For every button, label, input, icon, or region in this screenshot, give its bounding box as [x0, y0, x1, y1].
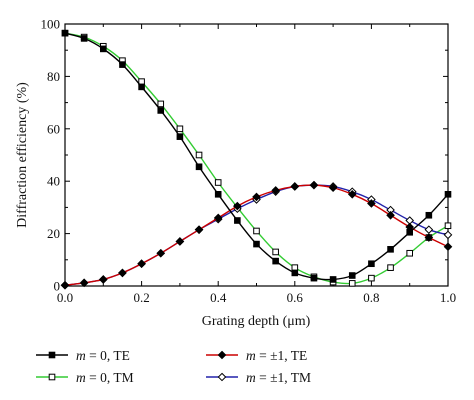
data-point — [443, 230, 453, 240]
legend-item: m = 0, TM — [36, 370, 134, 385]
data-point — [157, 107, 165, 114]
data-point — [195, 163, 203, 171]
series-m-1-te — [60, 180, 453, 290]
data-point — [348, 280, 356, 287]
data-point — [347, 189, 357, 199]
x-tick-label: 0.6 — [287, 290, 304, 305]
data-point — [443, 242, 453, 252]
legend-marker — [217, 350, 227, 360]
data-point — [214, 191, 222, 198]
data-point — [406, 228, 413, 236]
y-tick-label: 100 — [41, 17, 61, 32]
data-point — [328, 183, 338, 193]
data-point — [213, 213, 223, 223]
data-point — [387, 246, 394, 253]
data-point — [234, 217, 241, 224]
x-tick-label: 0.2 — [133, 290, 149, 305]
x-axis-label: Grating depth (μm) — [202, 314, 311, 329]
data-point — [329, 276, 337, 283]
data-point — [60, 280, 70, 290]
data-point — [137, 259, 146, 269]
data-point — [157, 100, 165, 108]
legend-item: m = ±1, TM — [206, 370, 311, 385]
legend-marker — [48, 373, 56, 381]
data-point — [386, 210, 395, 220]
data-point — [61, 29, 69, 37]
plot-area: 0.0 0.2 0.4 0.6 0.8 1.0 0 20 40 60 80 100 — [41, 17, 457, 306]
x-tick-label: 0.0 — [57, 290, 73, 305]
x-tick-label: 0.8 — [363, 290, 379, 305]
y-tick-label: 20 — [47, 226, 60, 241]
legend-label: m = ±1, TM — [246, 370, 311, 385]
y-tick-label: 40 — [47, 174, 60, 189]
data-point — [406, 249, 413, 257]
series-layer — [60, 29, 453, 290]
data-point — [368, 274, 375, 282]
data-point — [175, 237, 185, 246]
data-point — [176, 125, 184, 133]
x-tick-label: 0.4 — [210, 290, 227, 305]
data-point — [138, 83, 145, 91]
data-point — [424, 225, 434, 234]
axis-ticks: 0.0 0.2 0.4 0.6 0.8 1.0 0 20 40 60 80 100 — [41, 17, 457, 306]
data-point — [291, 269, 299, 277]
data-point — [290, 182, 300, 191]
y-tick-label: 0 — [54, 279, 61, 294]
data-point — [80, 35, 88, 42]
data-point — [98, 275, 108, 284]
legend-item: m = 0, TE — [36, 348, 130, 363]
series-m-0-te — [61, 29, 452, 283]
legend-item: m = ±1, TE — [206, 348, 307, 363]
data-point — [424, 233, 434, 242]
data-point — [119, 61, 126, 68]
data-point — [367, 199, 376, 208]
y-axis-label: Diffraction efficiency (%) — [15, 82, 30, 228]
data-point — [253, 240, 260, 248]
data-point — [176, 133, 184, 140]
y-tick-label: 80 — [47, 69, 60, 84]
data-point — [444, 191, 452, 198]
data-point — [194, 225, 204, 234]
legend-marker — [48, 351, 56, 359]
data-point — [156, 248, 166, 258]
data-point — [252, 192, 261, 202]
x-tick-label: 1.0 — [440, 290, 456, 305]
data-point — [444, 222, 452, 230]
data-point — [79, 278, 89, 288]
data-point — [100, 45, 107, 53]
data-point — [195, 151, 203, 159]
data-point — [272, 257, 279, 265]
data-point — [310, 274, 318, 282]
y-tick-label: 60 — [47, 121, 60, 136]
legend-label: m = 0, TE — [76, 348, 130, 363]
data-point — [348, 272, 356, 279]
data-point — [387, 264, 394, 271]
legend: m = 0, TE m = 0, TM m = ±1, TE m = ±1, TM — [36, 348, 311, 385]
data-point — [214, 179, 222, 186]
data-point — [425, 211, 433, 219]
legend-label: m = 0, TM — [76, 370, 134, 385]
data-point — [233, 201, 242, 211]
data-point — [272, 248, 279, 256]
data-point — [271, 186, 280, 195]
data-point — [118, 268, 127, 278]
data-point — [368, 260, 375, 268]
data-point — [253, 227, 260, 235]
legend-marker — [217, 372, 227, 382]
legend-label: m = ±1, TE — [246, 348, 307, 363]
data-point — [309, 180, 319, 190]
